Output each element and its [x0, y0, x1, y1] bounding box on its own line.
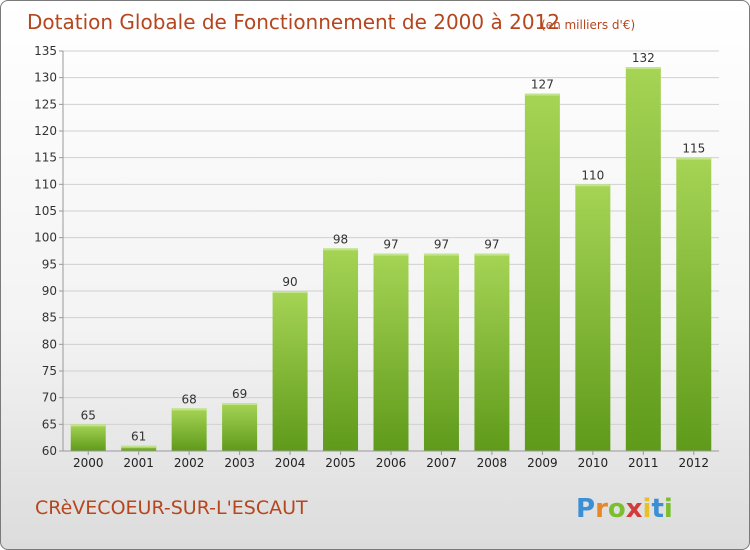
bar [222, 403, 258, 451]
x-tick-label: 2008 [477, 456, 508, 470]
bar [171, 408, 207, 451]
bar [121, 445, 157, 451]
data-label: 132 [632, 51, 655, 65]
y-tick-label: 100 [34, 231, 57, 245]
y-tick-label: 95 [42, 257, 57, 271]
bar [423, 253, 459, 451]
bar [323, 248, 359, 451]
data-labels: 65 61 68 69 90 98 97 97 97 127 110 132 115 [81, 51, 706, 444]
bar-layer [70, 67, 712, 452]
y-tick-label: 125 [34, 97, 57, 111]
data-label: 97 [484, 238, 499, 252]
x-tick-label: 2001 [123, 456, 154, 470]
data-label: 65 [81, 408, 96, 422]
y-tick-label: 135 [34, 44, 57, 58]
y-tick-label: 90 [42, 284, 57, 298]
data-label: 115 [682, 142, 705, 156]
y-tick-label: 60 [42, 444, 57, 458]
y-axis-ticks: 60 65 70 75 80 85 90 95 100 105 110 115 120 125 130 135 [34, 44, 63, 458]
x-tick-label: 2007 [426, 456, 457, 470]
x-tick-label: 2010 [578, 456, 609, 470]
data-label: 98 [333, 232, 348, 246]
x-tick-label: 2006 [376, 456, 407, 470]
x-axis-ticks: 2000 2001 2002 2003 2004 2005 2006 2007 2008 2009… [73, 451, 709, 470]
x-tick-label: 2012 [678, 456, 709, 470]
data-label: 90 [282, 275, 297, 289]
x-tick-label: 2002 [174, 456, 205, 470]
data-label: 97 [434, 238, 449, 252]
x-tick-label: 2005 [325, 456, 356, 470]
data-label: 61 [131, 430, 146, 444]
bar [272, 291, 308, 451]
bar [373, 253, 409, 451]
y-tick-label: 115 [34, 151, 57, 165]
x-tick-label: 2000 [73, 456, 104, 470]
bar [70, 424, 106, 451]
x-tick-label: 2004 [275, 456, 306, 470]
bar [676, 157, 712, 451]
x-tick-label: 2003 [224, 456, 255, 470]
data-label: 127 [531, 78, 554, 92]
x-tick-label: 2009 [527, 456, 558, 470]
y-tick-label: 75 [42, 364, 57, 378]
proxiti-logo: Proxiti [576, 494, 673, 524]
town-name: CRèVECOEUR-SUR-L'ESCAUT [35, 497, 308, 519]
y-tick-label: 105 [34, 204, 57, 218]
data-label: 97 [383, 238, 398, 252]
y-tick-label: 120 [34, 124, 57, 138]
data-label: 69 [232, 387, 247, 401]
chart-title: Dotation Globale de Fonctionnement de 20… [27, 10, 560, 34]
y-tick-label: 130 [34, 71, 57, 85]
y-tick-label: 85 [42, 311, 57, 325]
data-label: 68 [182, 392, 197, 406]
chart-subtitle: (en milliers d'€) [541, 18, 635, 32]
bar [524, 93, 560, 452]
logo-text: Proxiti [576, 494, 673, 524]
data-label: 110 [581, 168, 604, 182]
y-tick-label: 65 [42, 417, 57, 431]
bar [625, 67, 661, 451]
bar [575, 184, 611, 452]
bar [474, 253, 510, 451]
x-tick-label: 2011 [628, 456, 659, 470]
y-tick-label: 110 [34, 177, 57, 191]
y-tick-label: 80 [42, 337, 57, 351]
y-tick-label: 70 [42, 391, 57, 405]
